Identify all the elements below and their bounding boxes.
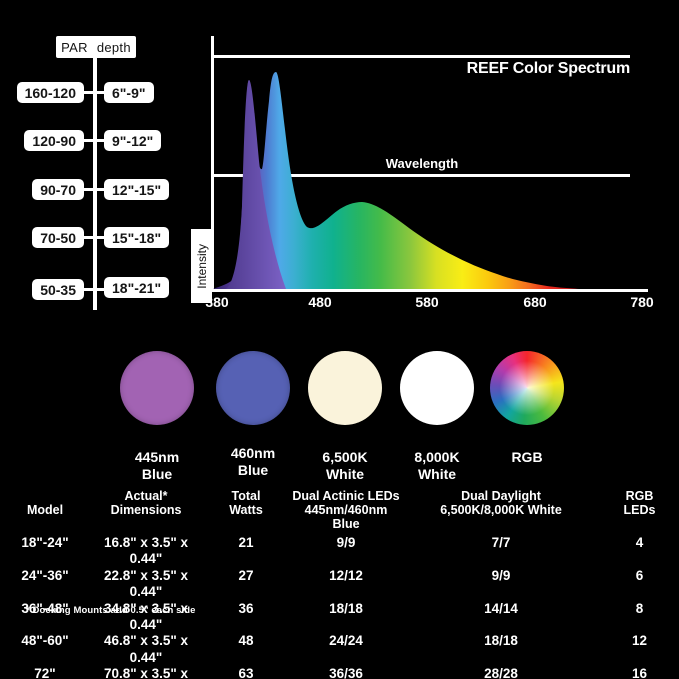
y-axis-line xyxy=(211,36,214,292)
par-connector-line xyxy=(76,91,114,94)
par-value: 70-50 xyxy=(32,227,84,248)
x-tick-380: 380 xyxy=(205,294,229,310)
par-value: 160-120 xyxy=(16,82,84,103)
par-row: 160-120 xyxy=(10,82,84,103)
swatch-label-8000k: 8,000K White xyxy=(414,449,460,482)
par-depth-header: PAR depth xyxy=(56,36,136,58)
wavelength-axis-line xyxy=(214,174,630,177)
spectrum-curve xyxy=(213,72,643,289)
x-tick-580: 580 xyxy=(415,294,439,310)
par-ladder-line xyxy=(93,57,97,310)
swatch-rgb-color-wheel xyxy=(490,351,564,425)
swatch-label-6500k: 6,500K White xyxy=(322,449,368,482)
table-row: 36"-48" 34.8" x 3.5" x 0.44" 36 18/18 14… xyxy=(21,600,644,633)
par-row: 70-50 xyxy=(10,227,84,248)
depth-value: 6"-9" xyxy=(104,82,154,103)
spec-table-header-line2: Model Dimensions Watts 445nm/460nm Blue … xyxy=(26,503,656,531)
table-row: 24"-36" 22.8" x 3.5" x 0.44" 27 12/12 9/… xyxy=(21,567,644,600)
depth-value: 15"-18" xyxy=(104,227,170,248)
spec-table: Actual* Total Dual Actinic LEDs Dual Day… xyxy=(0,489,679,679)
swatch-460nm-blue xyxy=(216,351,290,425)
par-row: 50-35 xyxy=(10,279,84,300)
par-header-par: PAR xyxy=(61,39,88,55)
chart-top-rule xyxy=(214,55,630,58)
par-connector-line xyxy=(76,188,114,191)
par-row: 90-70 xyxy=(10,179,84,200)
depth-value: 9"-12" xyxy=(104,130,162,151)
x-axis-line xyxy=(207,289,648,292)
depth-value: 12"-15" xyxy=(104,179,170,200)
swatch-label-445nm: 445nm Blue xyxy=(134,449,180,482)
par-connector-line xyxy=(76,139,114,142)
docking-mounts-footnote: * Docking Mounts add 0.5" each side xyxy=(26,605,196,616)
swatch-445nm-blue xyxy=(120,351,194,425)
swatch-label-rgb: RGB xyxy=(511,449,543,465)
par-connector-line xyxy=(76,236,114,239)
x-tick-680: 680 xyxy=(523,294,547,310)
swatch-label-460nm: 460nm Blue xyxy=(230,445,276,478)
par-value: 90-70 xyxy=(32,179,84,200)
table-row: 18"-24" 16.8" x 3.5" x 0.44" 21 9/9 7/7 … xyxy=(21,535,644,567)
swatch-8000k-white xyxy=(400,351,474,425)
chart-title: REEF Color Spectrum xyxy=(466,60,631,77)
swatch-6500k-white xyxy=(308,351,382,425)
depth-value: 18"-21" xyxy=(104,277,170,298)
x-tick-480: 480 xyxy=(308,294,332,310)
par-row: 120-90 xyxy=(10,130,84,151)
wavelength-label: Wavelength xyxy=(385,156,459,171)
spec-table-header-line1: Actual* Total Dual Actinic LEDs Dual Day… xyxy=(124,489,654,503)
par-header-depth: depth xyxy=(96,39,131,55)
table-row: 72" 70.8" x 3.5" x 0.44" 63 36/36 28/28 … xyxy=(34,666,648,679)
par-value: 120-90 xyxy=(24,130,84,151)
table-row: 48"-60" 46.8" x 3.5" x 0.44" 48 24/24 18… xyxy=(21,633,648,665)
intensity-axis-label: Intensity xyxy=(191,229,212,303)
par-value: 50-35 xyxy=(32,279,84,300)
par-connector-line xyxy=(76,288,114,291)
x-tick-780: 780 xyxy=(630,294,654,310)
